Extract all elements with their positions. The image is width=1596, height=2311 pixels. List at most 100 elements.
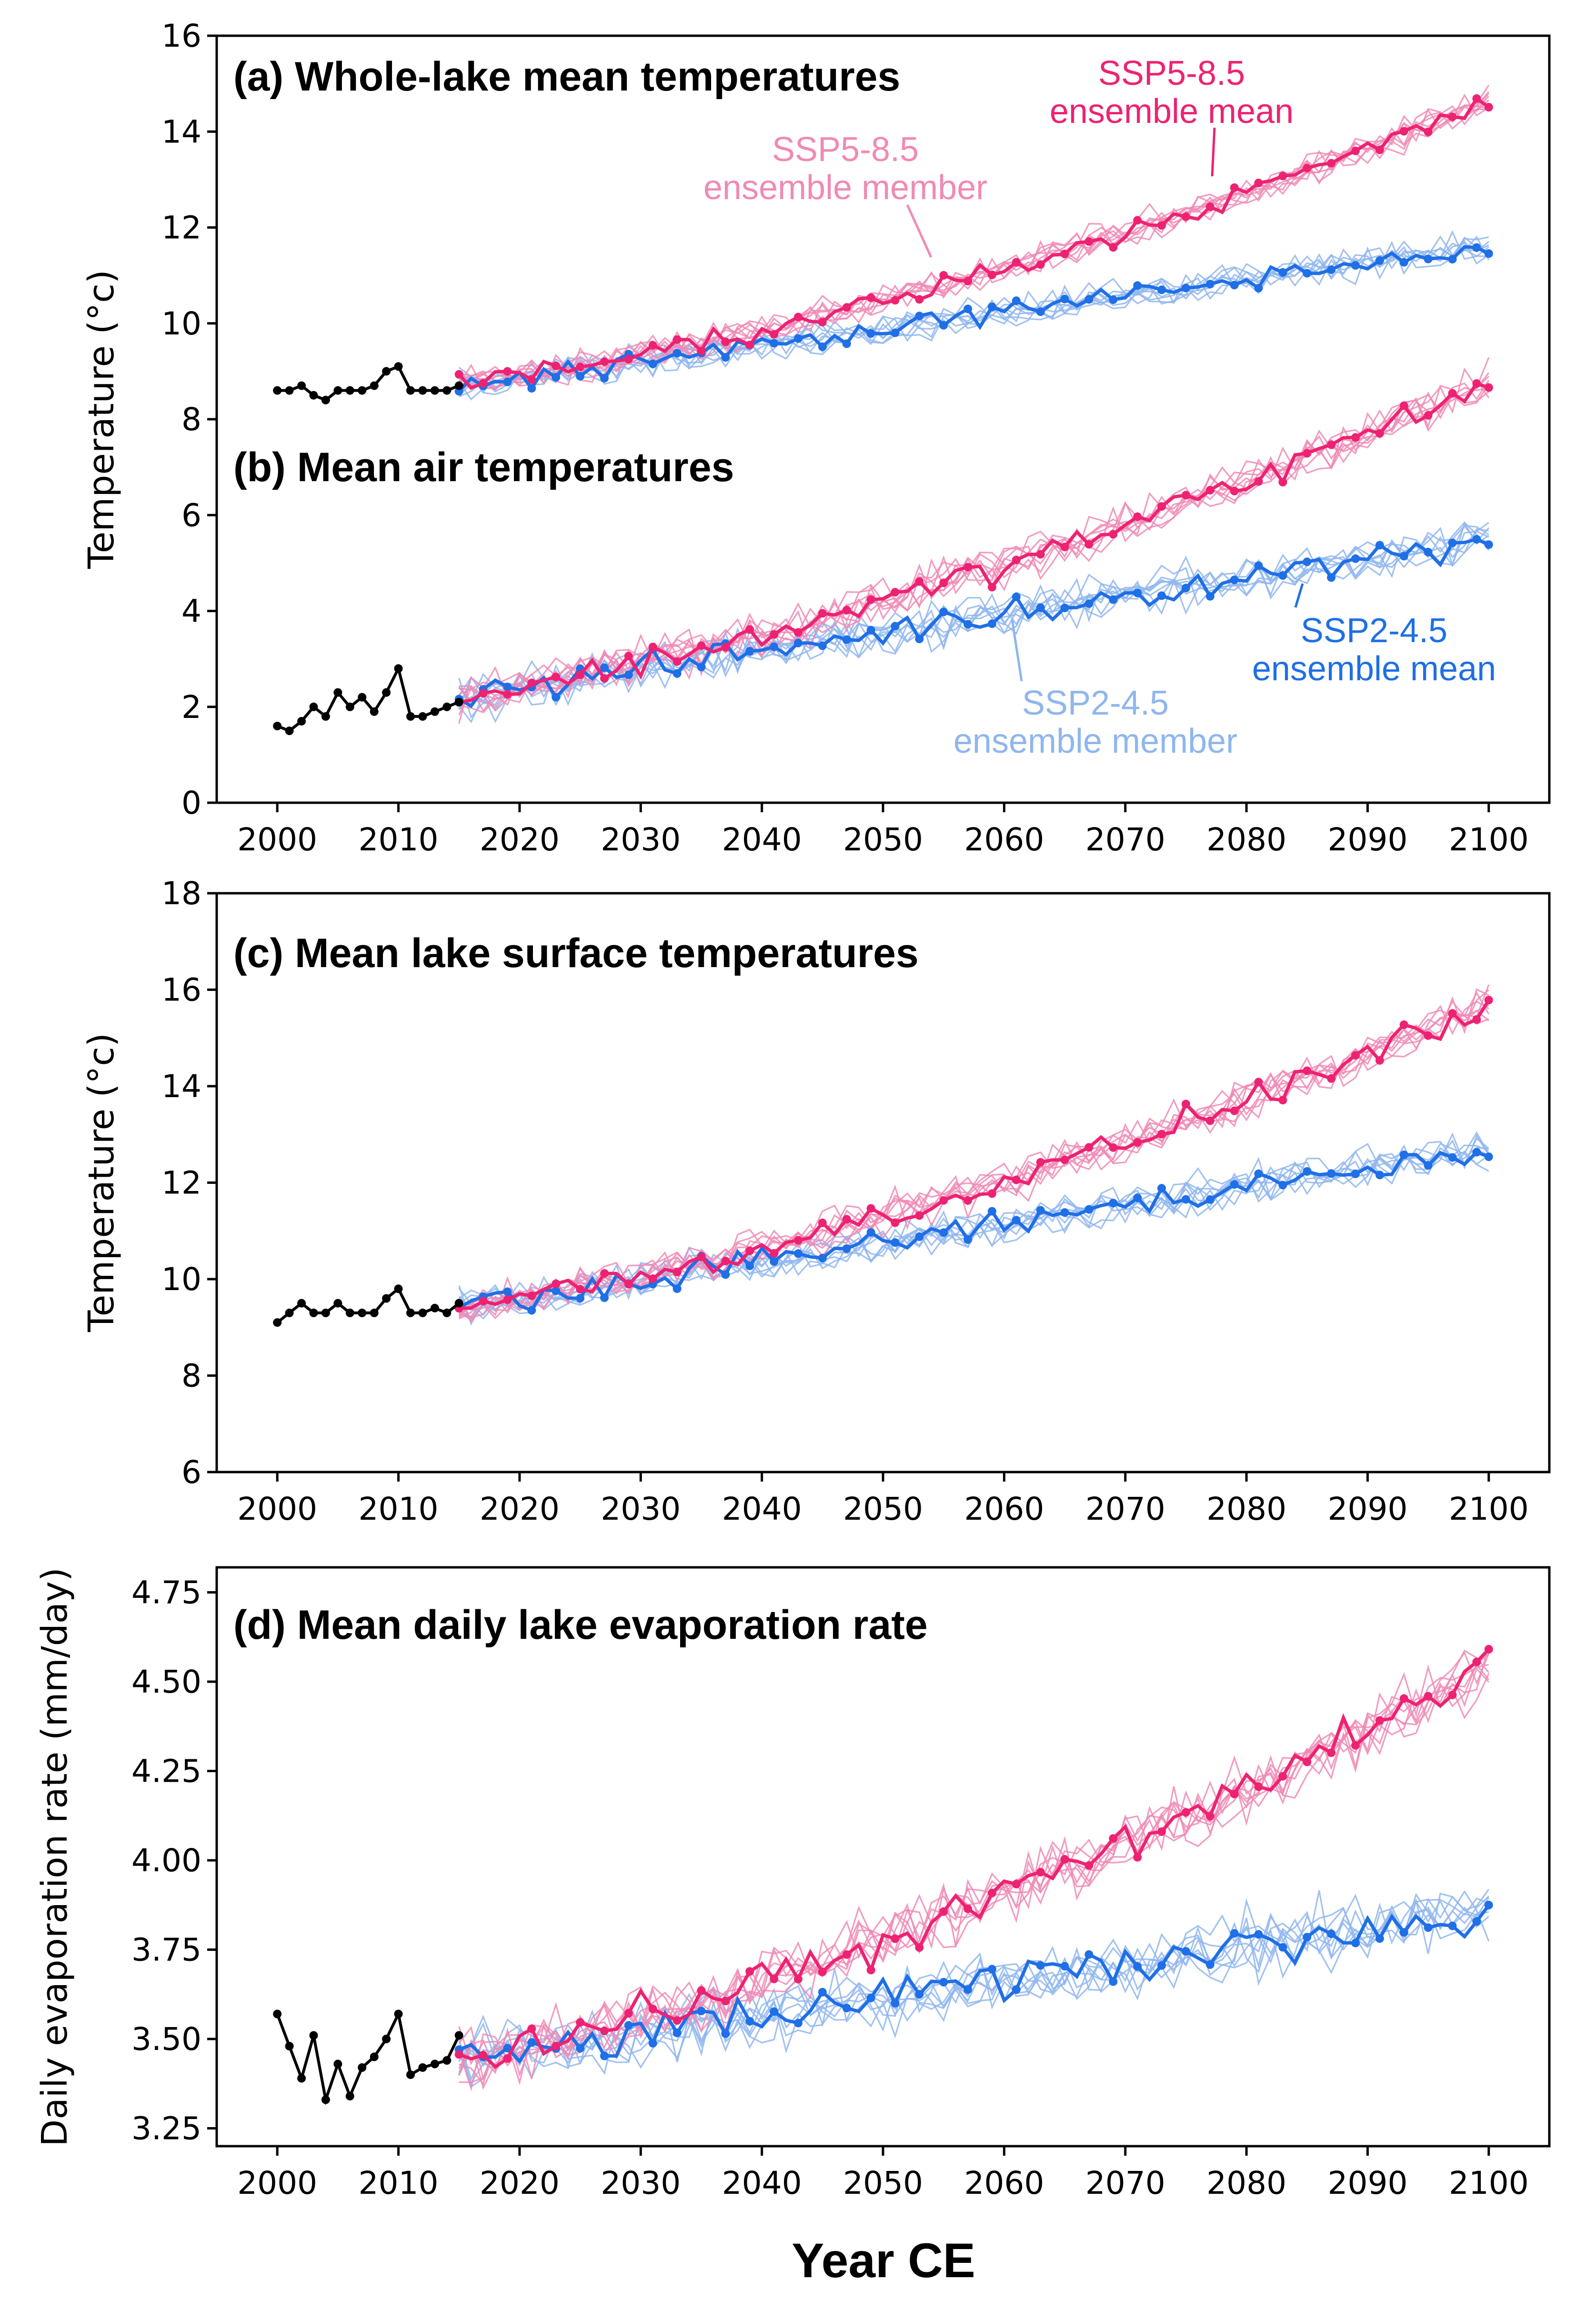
ssp585-mean-point bbox=[576, 1285, 585, 1293]
ssp585-mean-point bbox=[1484, 1645, 1493, 1654]
ssp245-mean-point bbox=[1472, 1148, 1481, 1157]
ssp245-mean-point bbox=[1109, 595, 1118, 604]
historical-point bbox=[297, 717, 306, 726]
ssp585-member-line bbox=[459, 379, 1490, 714]
ssp585-mean-point bbox=[552, 2041, 561, 2050]
ssp245-mean-point bbox=[915, 1990, 924, 1999]
historical-point bbox=[309, 2031, 318, 2040]
ssp585-mean-point bbox=[721, 643, 730, 652]
historical-line bbox=[277, 664, 460, 733]
x-tick-label: 2070 bbox=[1085, 2165, 1165, 2201]
ssp585-mean-point bbox=[1278, 1772, 1287, 1781]
ssp585-mean-point bbox=[503, 690, 512, 699]
historical-point bbox=[430, 386, 439, 395]
x-tick-label: 2060 bbox=[964, 1491, 1044, 1527]
ssp585-mean-point bbox=[503, 367, 512, 376]
x-tick-label: 2060 bbox=[964, 821, 1044, 858]
ssp585-mean-point bbox=[915, 295, 924, 304]
ssp585-mean-point bbox=[1484, 103, 1493, 111]
ssp245-mean-point bbox=[891, 1238, 900, 1247]
historical-point bbox=[394, 2009, 403, 2018]
ssp245-mean-point bbox=[1399, 1928, 1408, 1937]
historical-point bbox=[454, 697, 463, 706]
ssp245-mean-point bbox=[964, 1235, 973, 1244]
ssp245-mean-point bbox=[1351, 261, 1360, 270]
ssp245-mean-point bbox=[1351, 1170, 1360, 1179]
y-tick-label: 6 bbox=[181, 1454, 201, 1491]
ssp245-mean-point bbox=[1303, 557, 1312, 566]
ssp245-mean-point bbox=[964, 304, 973, 313]
historical-point bbox=[345, 2092, 354, 2100]
ssp245-mean-point bbox=[1157, 1184, 1166, 1193]
historical-point bbox=[345, 1308, 354, 1317]
ssp245-mean-point bbox=[552, 693, 561, 702]
ssp585-mean-point bbox=[1084, 237, 1094, 246]
x-axis-d: 2000 2010 2020 2030 2040 2050 2060 2070 2080 2090… bbox=[237, 2146, 1529, 2201]
ssp585-mean-point bbox=[1012, 258, 1021, 267]
ssp585-mean-point bbox=[939, 1196, 948, 1205]
ssp245-mean-point bbox=[770, 1257, 779, 1266]
ssp245-mean-point bbox=[1157, 591, 1166, 600]
ssp245-mean-point bbox=[1109, 1977, 1118, 1986]
ssp245-mean-point bbox=[891, 328, 900, 337]
historical-point bbox=[345, 386, 354, 395]
ssp585-mean-point bbox=[673, 1268, 682, 1276]
ssp245-mean-point bbox=[1351, 554, 1360, 563]
ssp245-mean-point bbox=[1181, 584, 1190, 593]
ssp585-mean-point bbox=[1303, 1757, 1312, 1766]
ssp585-mean-point bbox=[1375, 145, 1384, 154]
ssp245-mean-point bbox=[915, 312, 924, 321]
x-tick-label: 2040 bbox=[722, 821, 802, 858]
historical-point bbox=[309, 391, 318, 400]
ssp585-mean-point bbox=[1181, 212, 1190, 221]
ssp245-mean-point bbox=[1472, 1917, 1481, 1926]
ssp585-mean-point bbox=[1109, 243, 1118, 252]
ssp585-mean-point bbox=[745, 1967, 754, 1976]
historical-point bbox=[454, 381, 463, 390]
ssp245-mean-point bbox=[964, 620, 973, 629]
ssp585-mean-point bbox=[527, 2024, 536, 2033]
ssp585-mean-point bbox=[1157, 1130, 1166, 1139]
ssp585-mean-point bbox=[576, 670, 585, 679]
ssp245-mean-point bbox=[842, 2004, 851, 2013]
ssp245-mean-point bbox=[673, 669, 682, 678]
ssp585-mean-point bbox=[479, 689, 488, 698]
ssp245-mean-point bbox=[1303, 1933, 1312, 1942]
historical-point bbox=[418, 2063, 427, 2072]
ssp585-mean-point bbox=[1012, 1879, 1021, 1888]
ssp585-mean-point bbox=[1472, 379, 1481, 388]
ssp585-mean-point bbox=[1351, 433, 1360, 442]
ssp245-mean-point bbox=[1012, 592, 1021, 601]
ssp585-mean-point bbox=[818, 318, 827, 327]
historical-point bbox=[321, 2095, 330, 2104]
x-tick-label: 2060 bbox=[964, 2165, 1044, 2201]
ssp585-mean-point bbox=[1109, 1143, 1118, 1152]
ssp245-mean-point bbox=[1060, 1208, 1069, 1217]
ssp245-mean-point bbox=[1060, 294, 1069, 303]
ssp585-mean-point bbox=[673, 335, 682, 344]
historical-point bbox=[406, 2070, 415, 2079]
ssp585-mean-point bbox=[1484, 996, 1493, 1005]
ssp245-mean-point bbox=[673, 1284, 682, 1293]
ssp245-mean-point bbox=[1012, 1216, 1021, 1225]
historical-point bbox=[333, 386, 342, 395]
ssp245-mean-point bbox=[842, 339, 851, 348]
historical-point bbox=[394, 362, 403, 371]
ssp245-mean-point bbox=[1036, 603, 1045, 612]
ssp585-mean-point bbox=[1303, 449, 1312, 458]
x-tick-label: 2100 bbox=[1449, 821, 1529, 858]
ssp585-mean-point bbox=[721, 337, 730, 346]
ssp585-mean-point bbox=[939, 578, 948, 587]
ssp585-mean-point bbox=[1205, 202, 1215, 211]
ssp585-mean-point bbox=[964, 563, 973, 572]
y-tick-label: 14 bbox=[161, 1068, 201, 1105]
ssp245-mean-point bbox=[1230, 575, 1239, 585]
ssp585-mean-point bbox=[1303, 1066, 1312, 1075]
ssp245-mean-point bbox=[1424, 254, 1433, 263]
ssp585-mean-point bbox=[1230, 1789, 1239, 1798]
ssp245-mean-point bbox=[1375, 541, 1384, 550]
ssp245-mean-point bbox=[1133, 1962, 1142, 1971]
ssp585-mean-point bbox=[600, 2026, 609, 2035]
ssp245-mean-point bbox=[939, 321, 948, 330]
ssp585-mean-point bbox=[1157, 221, 1166, 230]
